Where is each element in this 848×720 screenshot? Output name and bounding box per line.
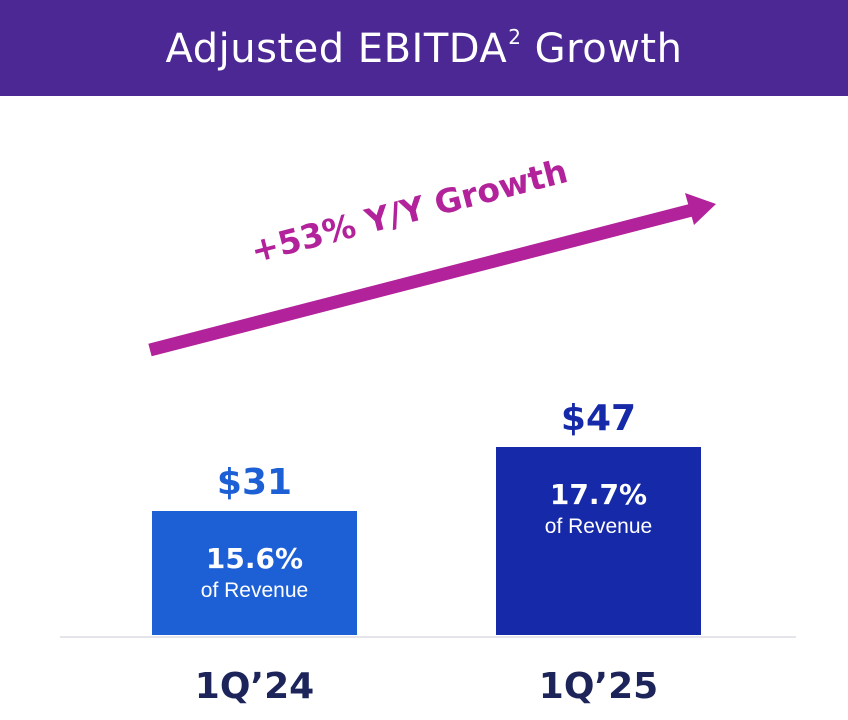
title-footnote-marker: 2 (508, 24, 522, 49)
growth-arrow-head (685, 193, 716, 225)
bar-margin-percent: 15.6% (206, 542, 303, 575)
bars-group: $31 15.6% of Revenue 1Q’24 $47 17.7% of Revenu… (152, 398, 701, 707)
growth-arrow-shaft (148, 203, 694, 357)
bar (496, 447, 701, 635)
title-banner: Adjusted EBITDA2 Growth (0, 0, 848, 96)
title-text: Adjusted EBITDA (165, 25, 508, 72)
bar-value-label: $31 (217, 462, 292, 503)
bar-margin-caption: of Revenue (201, 579, 308, 602)
title-suffix: Growth (521, 25, 683, 72)
x-tick-label: 1Q’25 (539, 666, 658, 707)
bar-margin-caption: of Revenue (545, 515, 652, 538)
bar-value-label: $47 (561, 398, 636, 439)
x-tick-label: 1Q’24 (195, 666, 314, 707)
bar-margin-percent: 17.7% (550, 478, 647, 511)
page-title: Adjusted EBITDA2 Growth (166, 25, 683, 72)
growth-arrow: +53% Y/Y Growth (148, 151, 716, 357)
bar (152, 511, 357, 635)
